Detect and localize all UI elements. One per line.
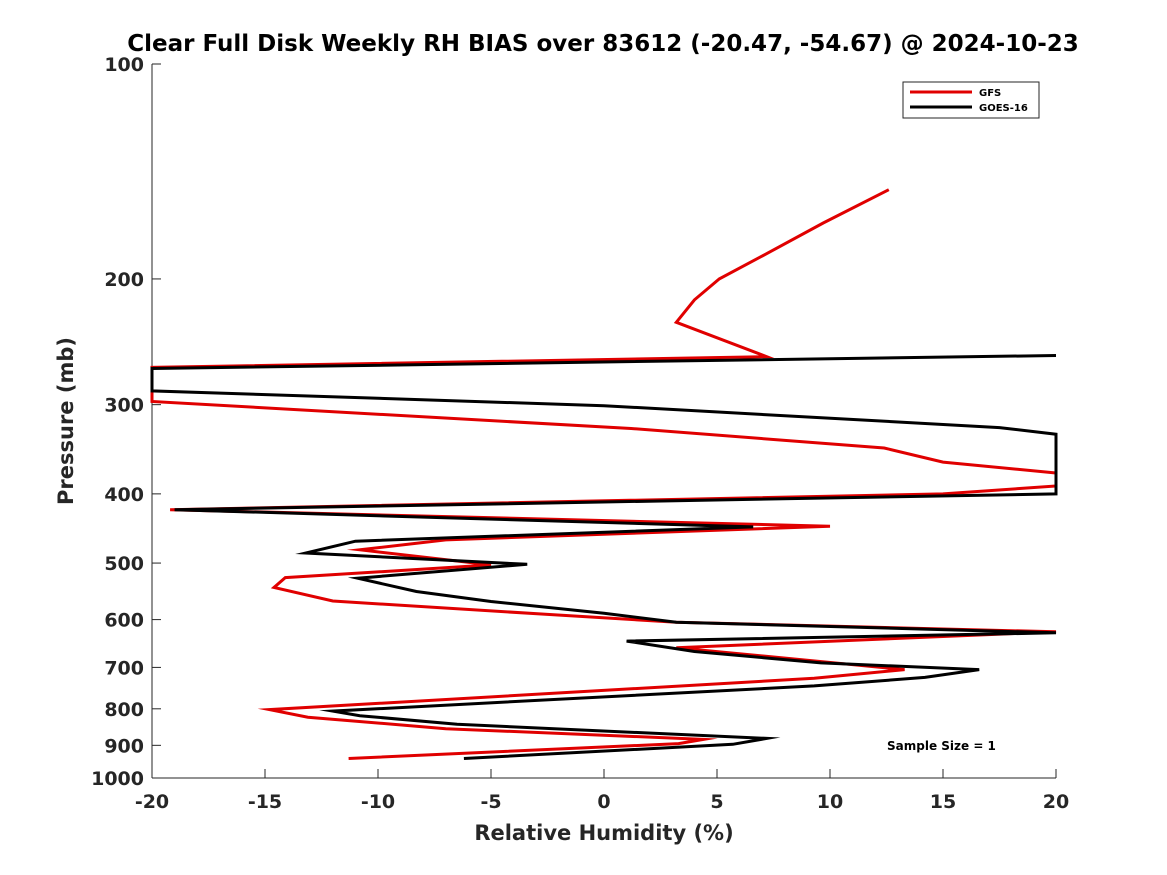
x-tick-label: -5: [480, 791, 501, 813]
x-tick-label: -20: [135, 791, 169, 813]
y-tick-label: 500: [104, 553, 144, 575]
legend-box: [902, 81, 1040, 119]
y-axis-label: Pressure (mb): [54, 337, 78, 505]
chart-title: Clear Full Disk Weekly RH BIAS over 8361…: [127, 31, 1079, 57]
y-tick-label: 100: [104, 54, 144, 76]
y-tick-label: 300: [104, 395, 144, 417]
x-tick-label: 5: [710, 791, 723, 813]
x-tick-label: -10: [361, 791, 395, 813]
plot-area: [151, 64, 1056, 779]
y-tick-label: 1000: [91, 768, 144, 790]
legend: GFS GOES-16: [902, 81, 1040, 119]
y-tick-label: 800: [104, 699, 144, 721]
x-tick-label: 0: [597, 791, 610, 813]
y-tick-label: 700: [104, 657, 144, 679]
series-lines: [150, 188, 1058, 760]
x-tick-label: 20: [1043, 791, 1069, 813]
y-tick-label: 600: [104, 610, 144, 632]
y-tick-label: 400: [104, 484, 144, 506]
x-tick-label: 15: [930, 791, 956, 813]
y-tick-label: 200: [104, 269, 144, 291]
legend-label-gfs: GFS: [979, 88, 1001, 99]
series-line-goes16: [150, 354, 1058, 760]
x-tick-label: 10: [817, 791, 843, 813]
ticks: -20 -15 -10 -5 0 5 10 15 20 100 200 300 400 500 600 700…: [91, 54, 1069, 813]
sample-size-note: Sample Size = 1: [887, 739, 996, 753]
series-line-gfs: [150, 188, 1058, 760]
y-tick-label: 900: [104, 735, 144, 757]
legend-label-goes16: GOES-16: [979, 103, 1028, 114]
x-axis-label: Relative Humidity (%): [474, 821, 733, 845]
x-tick-label: -15: [248, 791, 282, 813]
